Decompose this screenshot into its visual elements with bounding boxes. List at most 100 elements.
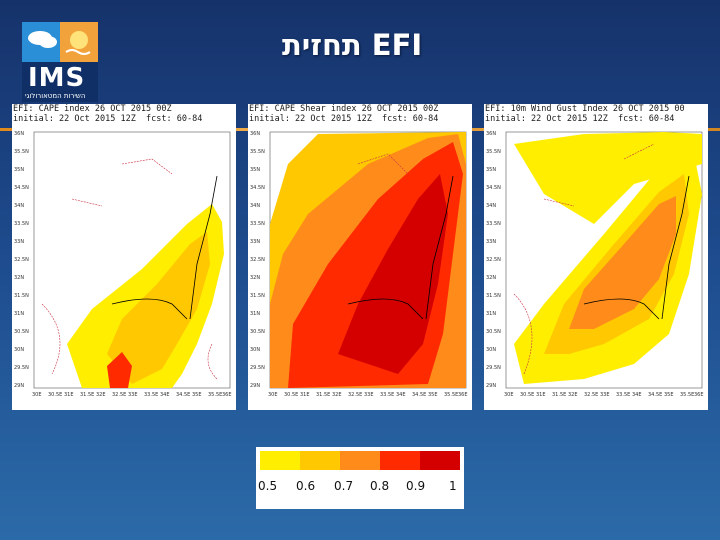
lat-tick: 33N <box>250 239 260 245</box>
lat-tick: 31N <box>250 311 260 317</box>
lon-tick: 33E <box>600 392 610 398</box>
lat-tick: 30N <box>250 347 260 353</box>
lon-tick: 32.5E <box>348 392 362 398</box>
lon-tick: 35.5E <box>444 392 458 398</box>
lat-tick: 35.5N <box>250 149 265 155</box>
lat-tick: 32.5N <box>486 257 501 263</box>
lat-tick: 33N <box>486 239 496 245</box>
lat-tick: 31.5N <box>250 293 265 299</box>
lat-tick: 30.5N <box>250 329 265 335</box>
lon-tick: 32.5E <box>112 392 126 398</box>
legend-swatch <box>340 451 380 470</box>
lon-tick: 33E <box>364 392 374 398</box>
logo-text: IMS <box>28 63 86 93</box>
efi-map-wind-gust: EFI: 10m Wind Gust Index 26 OCT 2015 00 … <box>484 104 708 410</box>
lon-tick: 34.5E <box>412 392 426 398</box>
lon-tick: 34.5E <box>176 392 190 398</box>
lon-tick: 36E <box>458 392 468 398</box>
lat-tick: 34.5N <box>14 185 29 191</box>
lat-axis-labels: 36N 35.5N 35N 34.5N 34N 33.5N 33N 32.5N … <box>250 131 468 398</box>
ims-logo: IMS השירות המטאורולוגי <box>22 22 98 102</box>
lon-tick: 34.5E <box>648 392 662 398</box>
lon-tick: 36E <box>694 392 704 398</box>
weather-logo-icon <box>22 22 98 62</box>
lat-tick: 32.5N <box>14 257 29 263</box>
lat-tick: 34N <box>486 203 496 209</box>
lat-tick: 30.5N <box>486 329 501 335</box>
lat-tick: 29.5N <box>250 365 265 371</box>
lon-tick: 31.5E <box>80 392 94 398</box>
lat-tick: 30N <box>486 347 496 353</box>
lon-tick: 34E <box>632 392 642 398</box>
lon-tick: 34E <box>396 392 406 398</box>
lon-tick: 30.5E <box>48 392 62 398</box>
lat-tick: 35.5N <box>486 149 501 155</box>
lat-tick: 31N <box>486 311 496 317</box>
efi-map-cape-plot <box>33 131 231 389</box>
lat-tick: 29N <box>250 383 260 389</box>
lat-tick: 29N <box>14 383 24 389</box>
page-title: תחזית EFI <box>282 28 423 62</box>
lon-tick: 30E <box>504 392 514 398</box>
legend-label: 0.8 <box>370 479 390 493</box>
lat-tick: 32N <box>250 275 260 281</box>
lon-tick: 33.5E <box>616 392 630 398</box>
lat-tick: 34.5N <box>486 185 501 191</box>
lat-tick: 30.5N <box>14 329 29 335</box>
lat-tick: 29.5N <box>14 365 29 371</box>
lon-tick: 32E <box>568 392 578 398</box>
lat-tick: 33.5N <box>14 221 29 227</box>
lat-tick: 33N <box>14 239 24 245</box>
lat-tick: 33.5N <box>486 221 501 227</box>
efi-map-cape-shear-plot <box>269 131 467 389</box>
lat-tick: 29.5N <box>486 365 501 371</box>
lon-tick: 33.5E <box>380 392 394 398</box>
panel-header: EFI: CAPE index 26 OCT 2015 00Z initial:… <box>13 104 203 124</box>
lat-tick: 35.5N <box>14 149 29 155</box>
lon-tick: 31E <box>536 392 546 398</box>
lat-tick: 36N <box>486 131 496 137</box>
efi-map-wind-gust-plot <box>505 131 703 389</box>
lat-tick: 32.5N <box>250 257 265 263</box>
lon-tick: 32E <box>332 392 342 398</box>
legend-label: 0.7 <box>334 479 354 493</box>
color-legend: 0.5 0.6 0.7 0.8 0.9 1 <box>256 447 464 509</box>
lon-tick: 36E <box>222 392 232 398</box>
lon-tick: 31.5E <box>552 392 566 398</box>
lon-tick: 35.5E <box>208 392 222 398</box>
lat-axis-labels: 36N 35.5N 35N 34.5N 34N 33.5N 33N 32.5N … <box>14 131 232 398</box>
lat-tick: 29N <box>486 383 496 389</box>
lat-tick: 35N <box>250 167 260 173</box>
lon-tick: 32E <box>96 392 106 398</box>
lat-tick: 34N <box>14 203 24 209</box>
lon-tick: 33E <box>128 392 138 398</box>
legend-label: 0.6 <box>296 479 316 493</box>
legend-label: 0.5 <box>258 479 278 493</box>
lat-tick: 34.5N <box>250 185 265 191</box>
lat-tick: 30N <box>14 347 24 353</box>
lon-tick: 30E <box>32 392 42 398</box>
lon-tick: 32.5E <box>584 392 598 398</box>
legend-label: 1 <box>449 479 457 493</box>
lat-tick: 35N <box>486 167 496 173</box>
lat-tick: 32N <box>14 275 24 281</box>
efi-map-cape-shear: EFI: CAPE Shear index 26 OCT 2015 00Z in… <box>248 104 472 410</box>
lat-tick: 35N <box>14 167 24 173</box>
lat-tick: 31N <box>14 311 24 317</box>
lon-tick: 31E <box>64 392 74 398</box>
lon-tick: 30.5E <box>520 392 534 398</box>
lon-tick: 31E <box>300 392 310 398</box>
lat-tick: 31.5N <box>486 293 501 299</box>
panel-header: EFI: 10m Wind Gust Index 26 OCT 2015 00 … <box>485 104 685 124</box>
lat-tick: 31.5N <box>14 293 29 299</box>
lat-axis-labels: 36N 35.5N 35N 34.5N 34N 33.5N 33N 32.5N … <box>486 131 704 398</box>
lat-tick: 34N <box>250 203 260 209</box>
efi-map-cape: EFI: CAPE index 26 OCT 2015 00Z initial:… <box>12 104 236 410</box>
logo-subtitle: השירות המטאורולוגי <box>25 92 86 100</box>
lat-tick: 32N <box>486 275 496 281</box>
panel-header: EFI: CAPE Shear index 26 OCT 2015 00Z in… <box>249 104 439 124</box>
lon-tick: 34E <box>160 392 170 398</box>
lon-tick: 35E <box>192 392 202 398</box>
lat-tick: 36N <box>14 131 24 137</box>
legend-swatch <box>260 451 300 470</box>
